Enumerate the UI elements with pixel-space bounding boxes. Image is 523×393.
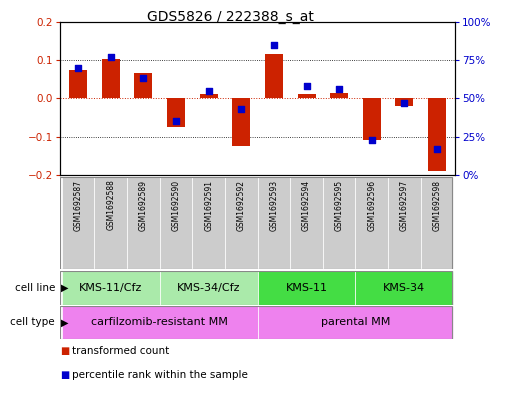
Bar (428, 98, 446, 171)
Bar (167, 98, 185, 127)
Bar (232, 98, 250, 146)
Bar (62, 271, 160, 305)
Bar (356, 177, 388, 269)
Text: ■: ■ (60, 370, 70, 380)
Point (302, 83, 311, 89)
Text: KMS-11: KMS-11 (286, 283, 327, 293)
Text: GSM1692587: GSM1692587 (74, 180, 83, 231)
Bar (127, 177, 160, 269)
Text: GSM1692591: GSM1692591 (204, 180, 213, 231)
Bar (330, 92, 348, 98)
Bar (225, 177, 257, 269)
Bar (257, 271, 356, 305)
Text: cell type: cell type (10, 318, 55, 327)
Text: GSM1692598: GSM1692598 (433, 180, 441, 231)
Bar (363, 98, 381, 140)
Point (400, 100, 408, 106)
Point (237, 106, 245, 112)
Bar (192, 177, 225, 269)
Text: GSM1692595: GSM1692595 (335, 180, 344, 231)
Text: GSM1692592: GSM1692592 (237, 180, 246, 231)
Text: GSM1692596: GSM1692596 (367, 180, 376, 231)
Bar (395, 98, 413, 106)
Bar (257, 306, 453, 339)
Text: parental MM: parental MM (321, 318, 390, 327)
Bar (257, 177, 290, 269)
Point (172, 118, 180, 124)
Text: percentile rank within the sample: percentile rank within the sample (72, 370, 248, 380)
Bar (95, 177, 127, 269)
Text: GSM1692590: GSM1692590 (172, 180, 180, 231)
Bar (200, 94, 218, 98)
Text: carfilzomib-resistant MM: carfilzomib-resistant MM (91, 318, 228, 327)
Text: cell line: cell line (15, 283, 55, 293)
Text: GSM1692597: GSM1692597 (400, 180, 409, 231)
Text: KMS-34/Cfz: KMS-34/Cfz (177, 283, 241, 293)
Bar (356, 271, 453, 305)
Point (107, 54, 115, 60)
Bar (323, 177, 356, 269)
Text: GSM1692593: GSM1692593 (269, 180, 278, 231)
Point (368, 136, 376, 143)
Point (74, 64, 82, 71)
Text: GSM1692588: GSM1692588 (106, 180, 115, 231)
Bar (420, 177, 453, 269)
Bar (265, 54, 283, 98)
Text: GSM1692589: GSM1692589 (139, 180, 148, 231)
Bar (160, 177, 192, 269)
Text: GSM1692594: GSM1692594 (302, 180, 311, 231)
Bar (388, 177, 420, 269)
Point (433, 146, 441, 152)
Bar (62, 177, 95, 269)
Point (139, 75, 147, 81)
Point (270, 41, 278, 48)
Bar (62, 306, 257, 339)
Bar (69, 70, 87, 98)
Bar (160, 271, 257, 305)
Bar (290, 177, 323, 269)
Text: KMS-34: KMS-34 (383, 283, 426, 293)
Text: transformed count: transformed count (72, 346, 169, 356)
Bar (298, 94, 315, 98)
Text: ▶: ▶ (61, 318, 69, 327)
Bar (134, 73, 152, 98)
Point (335, 86, 343, 92)
Text: KMS-11/Cfz: KMS-11/Cfz (79, 283, 142, 293)
Point (204, 87, 213, 94)
Text: ■: ■ (60, 346, 70, 356)
Text: ▶: ▶ (61, 283, 69, 293)
Bar (102, 59, 120, 98)
Text: GDS5826 / 222388_s_at: GDS5826 / 222388_s_at (146, 10, 314, 24)
